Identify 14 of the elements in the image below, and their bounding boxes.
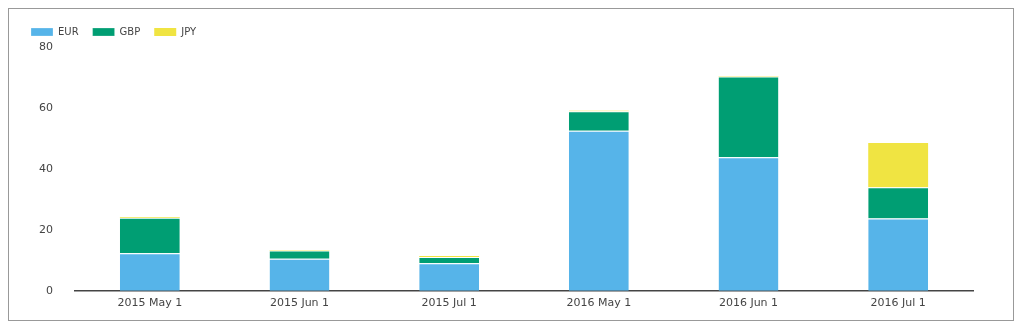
legend-label: EUR (58, 25, 79, 37)
y-tick-label: 60 (39, 100, 53, 114)
y-tick-label: 80 (39, 39, 53, 53)
x-tick-label: 2016 Jul 1 (870, 296, 926, 310)
legend-label: GBP (119, 25, 141, 37)
x-tick-label: 2015 Jun 1 (269, 296, 330, 310)
legend-label: JPY (180, 25, 197, 37)
x-tick-label: 2016 May 1 (566, 296, 632, 310)
x-tick-label: 2015 May 1 (117, 296, 183, 310)
y-tick-label: 0 (46, 283, 53, 297)
y-tick-label: 40 (39, 161, 53, 175)
x-tick-label: 2016 Jun 1 (718, 296, 779, 310)
x-tick-label: 2015 Jul 1 (421, 296, 477, 310)
y-tick-label: 20 (39, 222, 53, 236)
